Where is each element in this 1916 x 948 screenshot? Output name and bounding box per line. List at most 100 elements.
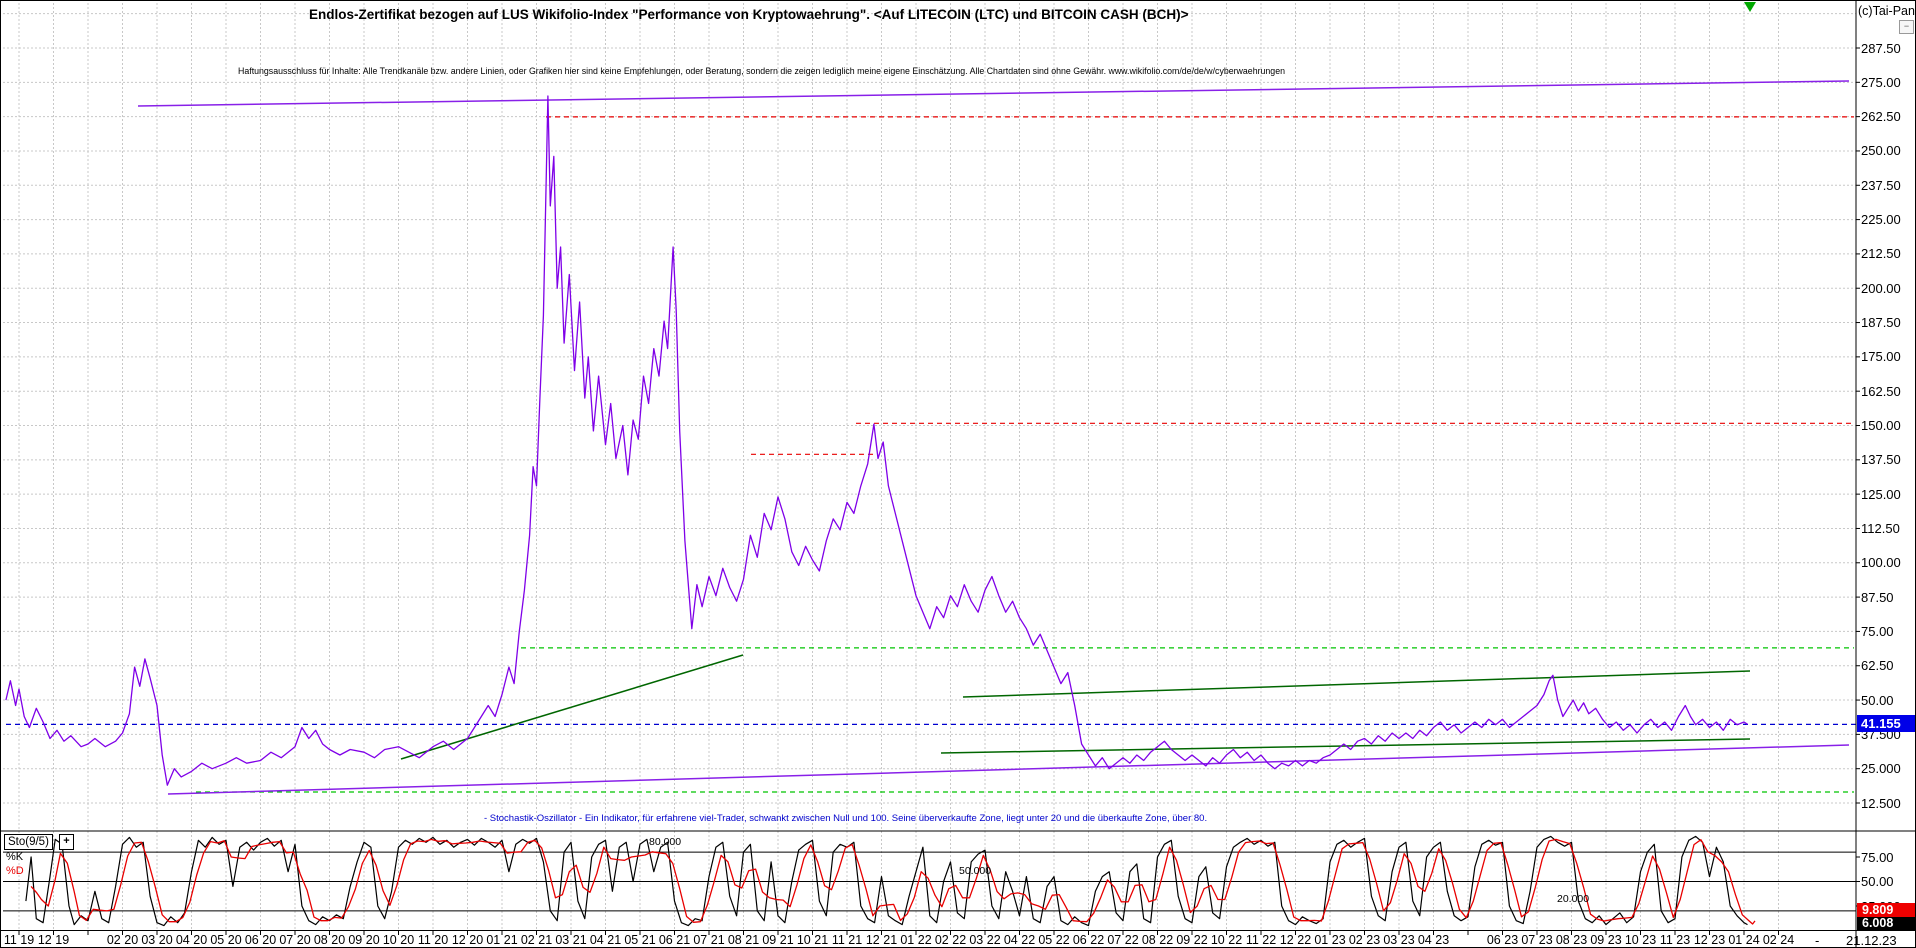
trendline-violet-channel-top	[137, 80, 1850, 107]
price-y-tick-label: 287.50	[1861, 40, 1901, 56]
price-y-tick-label: 175.00	[1861, 349, 1901, 365]
x-axis-month-label: 12 22	[1279, 933, 1312, 947]
price-y-tick-label: 225.00	[1861, 212, 1901, 228]
x-axis-month-label: 02 24	[1762, 933, 1795, 947]
x-axis-month-label: 04 23	[1417, 933, 1450, 947]
collapse-icon[interactable]: −	[1899, 20, 1914, 34]
x-axis-month-label: 09 22	[1176, 933, 1208, 947]
price-y-tick-label: 50.00	[1861, 692, 1894, 708]
x-axis-month-label: 07 22	[1107, 933, 1139, 947]
sto-y-tick-label: 75.00	[1861, 849, 1894, 865]
x-axis-month-label: 11 22	[1245, 933, 1277, 947]
x-axis-month-label: 12 19	[37, 933, 70, 947]
x-axis-month-label: 08 20	[313, 933, 346, 947]
d-value-badge: 9.809	[1857, 903, 1915, 917]
axis-separator-dash: -	[1815, 933, 1820, 948]
x-axis-month-label: 03 20	[141, 933, 173, 947]
price-y-tick-label: 62.50	[1861, 658, 1894, 674]
x-axis-month-label: 01 23	[1314, 933, 1346, 947]
x-axis-month-label: 10 23	[1624, 933, 1657, 947]
price-y-tick-label: 87.50	[1861, 589, 1894, 605]
x-axis-month-label: 03 22	[969, 933, 1001, 947]
x-axis-month-label: 11 19	[3, 933, 35, 947]
sto-level-20-label: 20.000	[1557, 893, 1590, 905]
price-line	[5, 95, 1748, 786]
x-axis-month-label: 08 21	[727, 933, 760, 947]
x-axis-month-label: 07 20	[279, 933, 311, 947]
price-y-tick-label: 250.00	[1861, 143, 1901, 159]
x-axis-month-label: 12 21	[865, 933, 898, 947]
x-axis-month-label: 03 23	[1383, 933, 1415, 947]
price-y-tick-label: 162.50	[1861, 383, 1901, 399]
chart-title: Endlos-Zertifikat bezogen auf LUS Wikifo…	[309, 7, 1189, 22]
x-axis-month-label: 11 20	[417, 933, 449, 947]
price-y-tick-label: 12.500	[1861, 795, 1901, 811]
x-axis-month-label: 05 20	[210, 933, 242, 947]
price-y-tick-label: 137.50	[1861, 452, 1901, 468]
x-axis-month-label: 05 21	[624, 933, 656, 947]
k-line-legend: %K	[6, 851, 24, 863]
d-line-legend: %D	[6, 865, 24, 877]
price-y-tick-label: 212.50	[1861, 246, 1901, 262]
sto-y-tick-label: 50.00	[1861, 874, 1894, 889]
x-axis-month-label: 04 21	[589, 933, 622, 947]
x-axis-month-label: 11 23	[1659, 933, 1691, 947]
x-axis-month-label: 08 23	[1555, 933, 1588, 947]
price-y-tick-label: 75.00	[1861, 623, 1894, 639]
x-axis-month-label: 04 20	[175, 933, 208, 947]
x-axis-month-label: 02 22	[934, 933, 967, 947]
disclaimer-text: Haftungsausschluss für Inhalte: Alle Tre…	[238, 66, 1285, 76]
x-axis-month-label: 02 23	[1348, 933, 1381, 947]
x-axis-month-label: 02 20	[106, 933, 139, 947]
x-axis-month-label: 12 20	[451, 933, 484, 947]
x-axis-month-label: 09 21	[762, 933, 794, 947]
trendline-violet-channel-bottom	[167, 744, 1850, 795]
sto-level-50-label: 50.000	[959, 865, 992, 877]
x-axis-month-label: 10 22	[1210, 933, 1243, 947]
price-y-tick-label: 275.00	[1861, 74, 1901, 90]
stochastic-k-line	[25, 835, 1748, 927]
stochastic-indicator-button[interactable]: Sto(9/5)	[4, 834, 53, 850]
x-axis-month-label: 02 21	[520, 933, 553, 947]
x-axis-month-label: 06 21	[658, 933, 691, 947]
trendline-green-channel-2023-top	[962, 670, 1751, 698]
taipan-watermark: (c)Tai-Pan	[1858, 4, 1915, 18]
x-axis-month-label: 09 23	[1590, 933, 1622, 947]
price-y-tick-label: 150.00	[1861, 418, 1901, 433]
x-axis-month-label: 05 22	[1038, 933, 1070, 947]
x-axis-month-label: 06 22	[1072, 933, 1105, 947]
x-axis-month-label: 01 21	[486, 933, 518, 947]
x-axis-month-label: 01 24	[1728, 933, 1760, 947]
k-value-badge: 6.008	[1857, 917, 1915, 930]
stochastic-d-line	[30, 838, 1756, 925]
x-axis-month-label: 09 20	[348, 933, 380, 947]
price-y-tick-label: 262.50	[1861, 109, 1901, 125]
price-y-tick-label: 187.50	[1861, 315, 1901, 331]
price-y-tick-label: 237.50	[1861, 177, 1901, 193]
x-axis-month-label: 10 21	[796, 933, 829, 947]
stochastic-description: - Stochastik-Oszillator - Ein Indikator,…	[484, 813, 1208, 824]
green-down-arrow-icon	[1744, 2, 1756, 12]
x-axis-month-label: 08 22	[1141, 933, 1174, 947]
last-date-label: 21.12.23	[1846, 933, 1897, 948]
price-y-tick-label: 25.000	[1861, 761, 1901, 777]
x-axis-month-label: 03 21	[555, 933, 587, 947]
x-axis-month-label: 11 21	[831, 933, 863, 947]
trendline-green-uptrend-2021	[400, 654, 744, 760]
sto-level-80-label: 80.000	[649, 836, 682, 848]
price-y-tick-label: 200.00	[1861, 280, 1901, 296]
x-axis-month-label: 07 21	[693, 933, 725, 947]
x-axis-month-label: 12 23	[1693, 933, 1726, 947]
price-y-tick-label: 100.00	[1861, 555, 1901, 571]
x-axis-month-label: 10 20	[382, 933, 415, 947]
x-axis-month-label: 04 22	[1003, 933, 1036, 947]
x-axis-month-label: 06 20	[244, 933, 277, 947]
price-y-tick-label: 112.50	[1861, 520, 1900, 536]
price-y-tick-label: 125.00	[1861, 486, 1901, 502]
last-price-badge: 41.155	[1857, 715, 1915, 732]
x-axis-month-label: 06 23	[1486, 933, 1519, 947]
add-indicator-icon[interactable]: +	[59, 834, 74, 850]
x-axis-month-label: 07 23	[1521, 933, 1553, 947]
